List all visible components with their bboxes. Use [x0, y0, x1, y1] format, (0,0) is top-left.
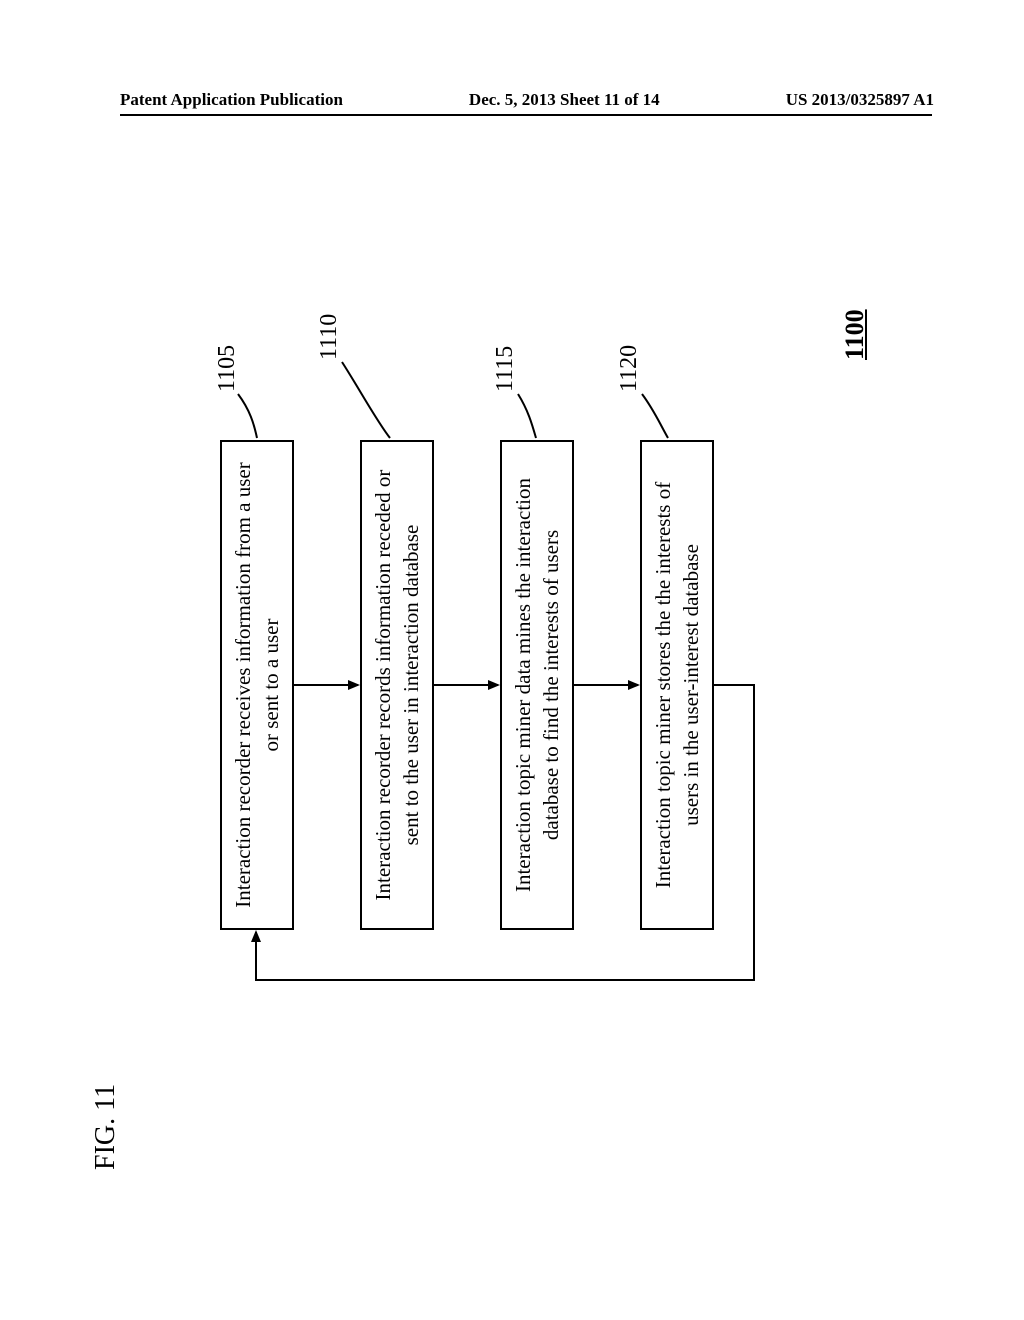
ref-label-1120: 1120 — [616, 345, 643, 392]
ref-label-1110: 1110 — [316, 314, 343, 360]
header-center: Dec. 5, 2013 Sheet 11 of 14 — [469, 90, 660, 110]
header-rule — [120, 114, 932, 116]
flow-step-text: Interaction topic miner stores the the i… — [649, 458, 706, 912]
ref-leader-1115 — [518, 394, 536, 438]
page-header: Patent Application Publication Dec. 5, 2… — [120, 90, 934, 110]
ref-leader-1120 — [642, 394, 668, 438]
ref-label-1115: 1115 — [492, 346, 519, 392]
ref-leader-1110 — [342, 362, 390, 438]
flow-step-1105: Interaction recorder receives informatio… — [220, 440, 294, 930]
flow-step-1115: Interaction topic miner data mines the i… — [500, 440, 574, 930]
header-right: US 2013/0325897 A1 — [786, 90, 934, 110]
flow-step-text: Interaction recorder receives informatio… — [229, 458, 286, 912]
ref-label-1105: 1105 — [214, 345, 241, 392]
flow-step-text: Interaction topic miner data mines the i… — [509, 458, 566, 912]
header-left: Patent Application Publication — [120, 90, 343, 110]
ref-leader-1105 — [238, 394, 257, 438]
flow-step-text: Interaction recorder records information… — [369, 458, 426, 912]
diagram-stage: FIG. 11 Interaction recorder receives in… — [80, 350, 1024, 1150]
figure-number: 1100 — [840, 309, 870, 360]
flow-step-1120: Interaction topic miner stores the the i… — [640, 440, 714, 930]
flow-step-1110: Interaction recorder records information… — [360, 440, 434, 930]
